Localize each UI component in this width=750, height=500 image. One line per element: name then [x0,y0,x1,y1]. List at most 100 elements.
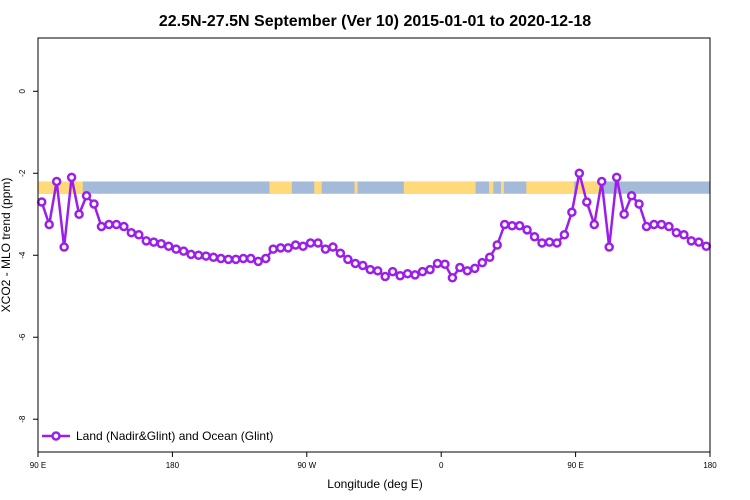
series-points-group [36,168,712,283]
data-point-48 [395,270,405,281]
data-point-54 [440,259,450,270]
data-point-68 [544,237,555,247]
data-point-25 [223,254,234,265]
data-point-40 [335,248,346,258]
x-axis: 90 E 180 90 W 0 90 E 180 [30,452,717,470]
ocean-band [38,181,710,194]
data-point-67 [537,238,547,248]
legend-marker-swatch [51,431,61,441]
data-point-60 [484,252,495,263]
data-point-72 [574,168,585,179]
data-point-43 [358,260,368,271]
data-point-15 [148,237,159,247]
data-point-19 [178,246,189,256]
data-point-16 [156,239,166,249]
x-axis-label: Longitude (deg E) [327,477,422,491]
data-point-44 [365,264,376,275]
data-point-57 [462,266,473,276]
data-point-75 [596,176,607,187]
data-point-10 [111,219,122,230]
data-point-87 [686,236,697,246]
data-point-70 [559,230,570,240]
data-point-89 [701,241,712,251]
data-point-61 [492,240,502,250]
data-point-11 [119,221,129,232]
data-point-41 [343,254,353,265]
data-point-63 [507,220,517,231]
land-segment-6 [500,181,504,194]
data-point-45 [372,266,383,276]
plot-frame [37,37,711,453]
data-point-13 [134,230,144,240]
data-point-36 [305,238,316,248]
data-point-65 [522,225,532,235]
data-point-30 [260,253,271,264]
data-point-7 [89,199,99,209]
data-point-55 [447,273,458,283]
data-point-37 [313,238,323,248]
data-point-9 [104,219,114,230]
data-point-59 [477,257,488,268]
x-tick-label-1: 180 [166,461,180,470]
land-segment-5 [488,181,494,194]
data-point-17 [163,241,174,251]
data-point-24 [216,253,226,264]
land-segment-3 [354,181,358,194]
x-tick-label-5: 180 [703,461,717,470]
x-tick-label-2: 90 W [297,461,316,470]
y-axis: 0 -2 -4 -6 -8 [18,89,38,423]
data-point-77 [611,172,622,183]
y-tick-label-1: -2 [18,169,27,177]
x-tick-label-3: 0 [439,461,444,470]
data-point-76 [604,242,614,252]
data-point-42 [350,258,361,269]
data-point-79 [626,191,637,201]
legend: Land (Nadir&Glint) and Ocean (Glint) [42,429,273,443]
surface-band [38,181,710,194]
data-point-51 [417,266,428,277]
data-point-12 [126,227,137,238]
x-tick-label-0: 90 E [30,461,46,470]
y-tick-label-0: 0 [18,89,27,94]
data-point-88 [694,237,704,247]
data-point-27 [238,253,249,264]
data-point-3 [59,242,69,252]
data-point-73 [582,197,592,207]
data-point-1 [44,219,54,230]
data-point-4 [66,172,77,183]
data-point-83 [656,219,667,230]
data-point-46 [380,271,390,282]
data-point-47 [387,266,398,277]
data-point-66 [529,232,540,242]
land-segment-7 [526,181,575,194]
data-point-18 [171,244,181,254]
y-tick-label-3: -6 [18,333,27,341]
data-point-8 [96,221,107,232]
data-point-85 [671,227,682,238]
y-axis-label: XCO2 - MLO trend (ppm) [0,178,13,313]
data-point-80 [634,199,644,209]
data-point-71 [567,207,577,217]
data-point-32 [275,243,286,253]
y-tick-label-2: -4 [18,251,27,259]
x-tick-label-4: 90 E [567,461,583,470]
data-point-28 [246,253,256,264]
data-point-2 [51,176,62,187]
data-point-53 [432,258,443,269]
data-point-62 [499,219,510,230]
data-point-22 [201,251,211,261]
data-point-82 [649,219,659,230]
data-point-5 [74,209,84,220]
data-point-74 [589,219,600,230]
land-segment-4 [403,181,476,194]
data-point-69 [552,238,562,248]
legend-entry: Land (Nadir&Glint) and Ocean (Glint) [76,429,273,443]
data-point-49 [402,268,413,279]
data-point-84 [664,221,674,232]
data-point-21 [193,250,204,260]
data-point-26 [231,254,241,265]
data-point-52 [425,264,435,275]
land-segment-2 [314,181,322,194]
data-point-58 [470,263,480,274]
